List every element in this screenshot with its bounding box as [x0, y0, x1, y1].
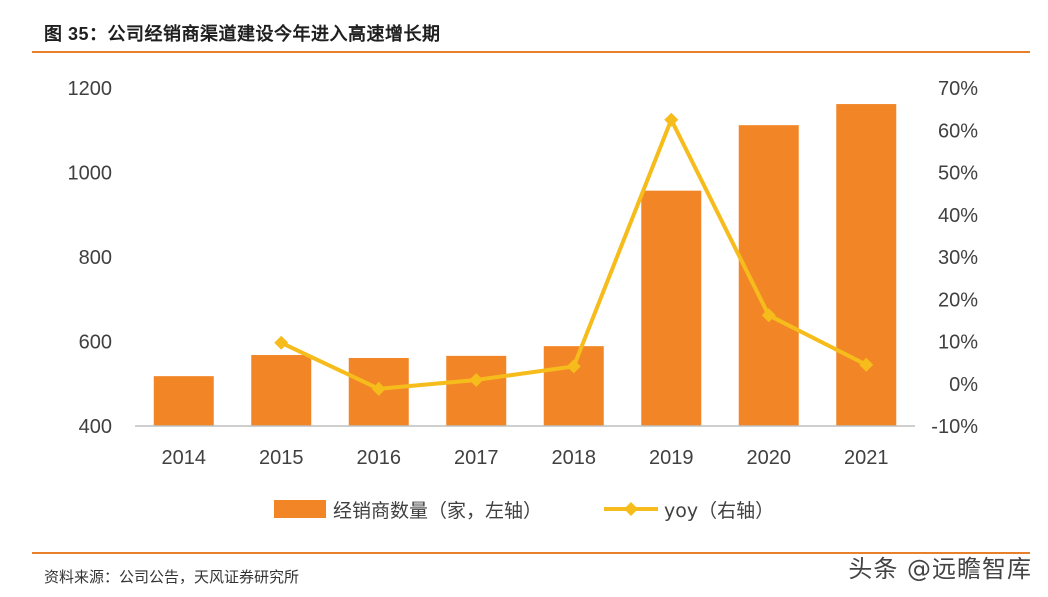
y-left-tick-label: 1200	[68, 78, 113, 100]
legend-line-label: yoy（右轴）	[664, 500, 774, 522]
y-left-tick-label: 600	[79, 332, 112, 354]
y-right-tick-label: 50%	[938, 163, 978, 185]
bar-2018	[543, 346, 604, 426]
x-tick-label: 2021	[844, 447, 889, 469]
watermark: 头条 @远瞻智库	[848, 555, 1032, 583]
x-tick-label: 2015	[259, 447, 304, 469]
x-tick-label: 2017	[454, 447, 499, 469]
axis-layer: 2014 2015 2016 2017 2018 2019 2020 2021 400 600 80…	[68, 78, 979, 469]
figure-title: 图 35：公司经销商渠道建设今年进入高速增长期	[44, 24, 441, 44]
y-right-tick-label: -10%	[931, 416, 978, 438]
bars-layer	[153, 104, 897, 427]
bar-2017	[446, 355, 507, 426]
yoy-point-2015	[274, 335, 289, 350]
x-tick-label: 2018	[552, 447, 597, 469]
x-tick-label: 2014	[162, 447, 207, 469]
line-layer	[274, 112, 874, 396]
yoy-point-2017	[469, 372, 484, 387]
y-right-tick-label: 0%	[949, 374, 978, 396]
yoy-point-2019	[664, 112, 679, 127]
yoy-point-2021	[859, 357, 874, 372]
x-tick-label: 2019	[649, 447, 694, 469]
y-right-tick-label: 40%	[938, 205, 978, 227]
bottom-divider	[32, 552, 1030, 554]
top-divider	[32, 51, 1030, 53]
bar-2014	[153, 376, 214, 426]
source-note: 资料来源：公司公告，天风证券研究所	[44, 569, 300, 586]
y-right-tick-label: 10%	[938, 332, 978, 354]
yoy-point-2018	[566, 359, 581, 374]
bar-2019	[641, 190, 702, 426]
yoy-point-2020	[761, 308, 776, 323]
x-tick-label: 2020	[747, 447, 792, 469]
y-right-tick-label: 20%	[938, 289, 978, 311]
legend-bar-label: 经销商数量（家，左轴）	[333, 500, 542, 522]
legend-line-marker	[624, 502, 638, 516]
y-left-tick-label: 400	[79, 416, 112, 438]
y-right-tick-label: 70%	[938, 78, 978, 100]
y-right-tick-label: 60%	[938, 120, 978, 142]
y-left-tick-label: 1000	[68, 163, 113, 185]
y-left-tick-label: 800	[79, 247, 112, 269]
bar-2015	[251, 355, 312, 426]
legend-bar-swatch	[274, 500, 326, 518]
bar-2021	[836, 104, 897, 427]
legend: 经销商数量（家，左轴） yoy（右轴）	[274, 500, 774, 522]
y-right-tick-label: 30%	[938, 247, 978, 269]
yoy-point-2016	[371, 381, 386, 396]
x-tick-label: 2016	[357, 447, 402, 469]
